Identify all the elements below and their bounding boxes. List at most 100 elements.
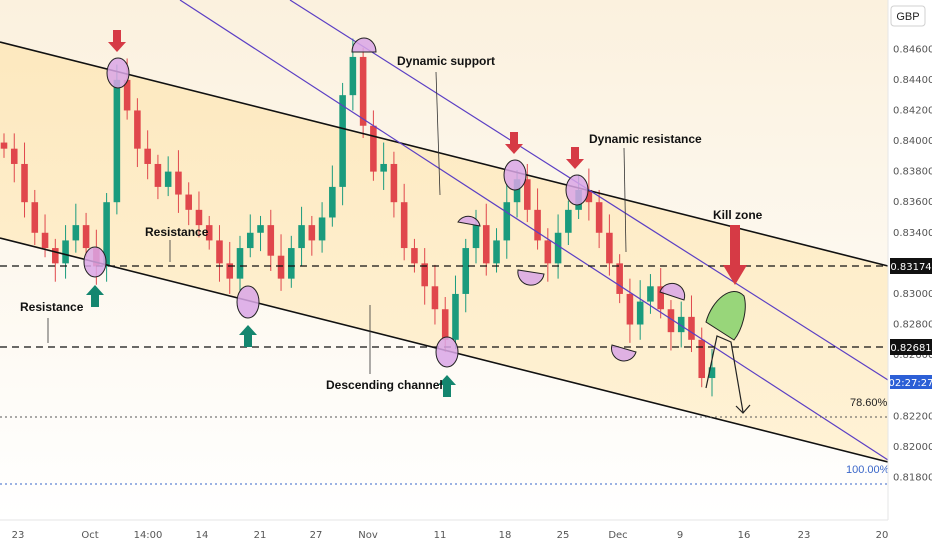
candle-body — [503, 202, 511, 241]
up-arrow-icon — [86, 285, 104, 307]
candle-body — [647, 286, 654, 302]
candle-body — [216, 240, 223, 264]
currency-label: GBP — [896, 11, 919, 23]
dynamic-support-line[interactable] — [179, 0, 889, 461]
touch-circle — [565, 174, 589, 206]
candle-body — [134, 110, 141, 149]
projection-path — [705, 335, 744, 413]
half-circle-marker — [351, 37, 377, 53]
leader-line — [435, 71, 441, 196]
candle-body — [482, 225, 490, 264]
level-badge-upper — [890, 258, 932, 274]
candle-body — [185, 194, 192, 210]
half-circle-marker — [659, 282, 686, 301]
candle-body — [657, 286, 664, 310]
candle-body — [493, 240, 500, 264]
price-axis[interactable] — [888, 0, 932, 550]
half-circle-marker — [611, 344, 637, 362]
currency-badge[interactable] — [890, 5, 926, 27]
annotation-resistance-lower: Resistance — [20, 300, 84, 314]
candle-body — [421, 263, 428, 287]
candle-body — [359, 56, 367, 126]
candle-body — [257, 225, 264, 233]
dynamic-resistance-line[interactable] — [289, 0, 889, 381]
candle-body — [164, 171, 172, 187]
time-tick-label: 25 — [557, 530, 570, 541]
candle-body — [595, 202, 603, 233]
candle-body — [72, 225, 80, 241]
candle-body — [431, 286, 439, 310]
time-axis-ticks: 23 Oct 14:00 14 21 27 Nov 11 18 25 Dec 9 16 23 20 — [12, 530, 889, 541]
kill-zone-shape[interactable] — [705, 291, 746, 341]
candle-body — [205, 225, 213, 241]
fib-100-label: 100.00% — [846, 464, 890, 476]
candle-body — [380, 163, 387, 172]
candle-body — [329, 186, 336, 218]
time-tick-label: Dec — [608, 530, 627, 541]
annotation-dynamic-resistance: Dynamic resistance — [589, 132, 702, 146]
candle-body — [513, 179, 521, 203]
candle-body — [267, 225, 275, 256]
time-tick-label: Nov — [358, 530, 378, 541]
time-tick-label: Oct — [81, 530, 98, 541]
candle-body — [554, 232, 562, 264]
touch-circle — [435, 336, 459, 368]
candle-body — [318, 217, 326, 241]
candle-body — [339, 95, 346, 187]
price-tick-label: 0.84400 — [893, 75, 932, 86]
price-tick-label: 0.83800 — [893, 167, 932, 178]
candle-body — [606, 232, 613, 264]
annotation-dynamic-support: Dynamic support — [397, 54, 495, 68]
candle-body — [616, 263, 623, 294]
candle-body — [31, 202, 39, 233]
price-tick-label: 0.82800 — [893, 320, 932, 331]
candles — [0, 38, 716, 397]
down-arrows — [108, 30, 747, 285]
candle-body — [113, 79, 121, 203]
touch-circle — [83, 246, 107, 278]
time-axis[interactable] — [0, 520, 932, 550]
candle-body — [236, 248, 244, 279]
candle-body — [277, 255, 285, 279]
current-price-badge — [890, 375, 932, 389]
candle-body — [472, 225, 480, 249]
price-tick-label: 0.83600 — [893, 197, 932, 208]
candle-body — [585, 189, 593, 203]
candle-body — [698, 339, 706, 379]
candle-body — [41, 232, 49, 249]
half-circle-marker — [457, 215, 481, 227]
candle-body — [154, 163, 162, 187]
price-tick-label: 0.81800 — [893, 472, 932, 483]
level-badge-lower-text: 0.82681 — [890, 343, 931, 354]
candle-body — [349, 56, 357, 96]
candle-body — [688, 316, 695, 340]
annotation-resistance-upper: Resistance — [145, 225, 209, 239]
candle-body — [370, 125, 377, 172]
candle-body — [62, 240, 69, 264]
candle-body — [544, 240, 552, 264]
time-tick-label: 14:00 — [134, 530, 163, 541]
candle-body — [452, 293, 459, 340]
current-price-timer: 02:27:27 — [889, 378, 932, 389]
price-tick-label: 0.83400 — [893, 228, 932, 239]
candle-body — [144, 148, 151, 164]
candle-body — [175, 171, 182, 195]
candle-body — [462, 248, 470, 294]
time-tick-label: 23 — [798, 530, 811, 541]
down-arrow-icon — [505, 132, 523, 154]
up-arrow-icon — [239, 325, 257, 347]
candle-body — [708, 367, 716, 379]
projection-arrow-head — [735, 404, 751, 414]
price-tick-label: 0.82200 — [893, 411, 932, 422]
candle-body — [626, 293, 634, 325]
candle-body — [636, 301, 644, 325]
annotation-kill-zone: Kill zone — [713, 208, 763, 222]
time-tick-label: 16 — [738, 530, 751, 541]
time-tick-label: 18 — [499, 530, 512, 541]
candle-body — [298, 225, 305, 249]
candle-body — [21, 163, 28, 203]
candle-body — [565, 209, 572, 233]
time-tick-label: 27 — [310, 530, 323, 541]
